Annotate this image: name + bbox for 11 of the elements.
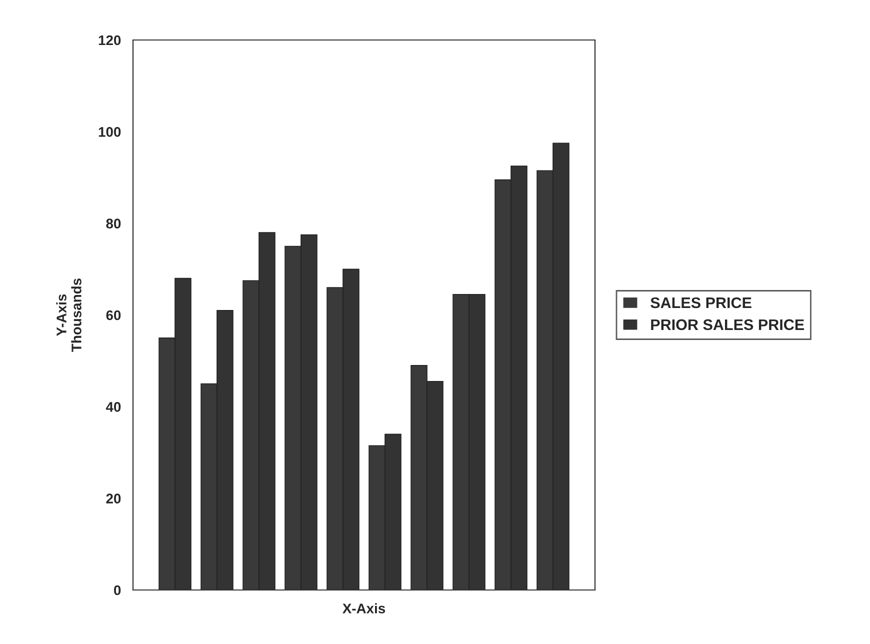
y-tick-label: 20: [106, 494, 121, 504]
legend-label: SALES PRICE: [650, 297, 752, 308]
y-tick-label: 60: [106, 310, 121, 320]
y-tick-label: 0: [114, 585, 121, 596]
y-tick-label: 120: [98, 35, 121, 46]
x-axis-title: X-Axis: [342, 603, 386, 614]
y-axis-title: Y-Axis Thousands: [56, 278, 82, 352]
y-tick-label: 80: [106, 218, 121, 229]
y-tick-label: 40: [106, 402, 121, 412]
legend-label: PRIOR SALES PRICE: [651, 319, 804, 330]
y-tick-label: 100: [98, 127, 121, 137]
